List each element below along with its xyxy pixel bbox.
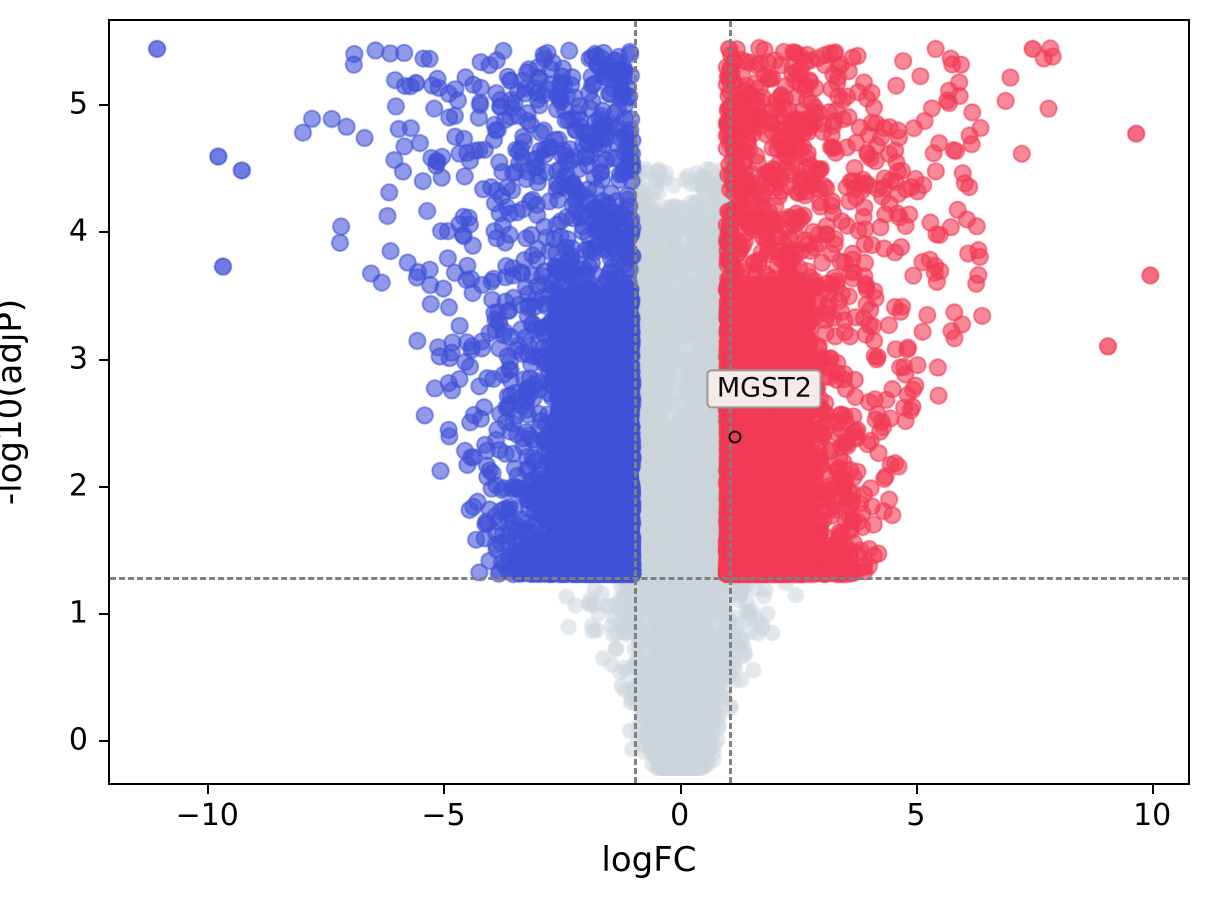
- plot-axes-frame: MGST2: [108, 19, 1190, 785]
- y-tick-label: 0: [68, 722, 88, 758]
- highlighted-gene-marker[interactable]: [728, 430, 742, 444]
- x-tick-mark: [1152, 785, 1155, 794]
- y-tick-mark: [99, 485, 108, 488]
- x-tick-mark: [207, 785, 210, 794]
- y-tick-mark: [99, 613, 108, 616]
- y-tick-mark: [99, 231, 108, 234]
- y-tick-label: 2: [68, 468, 88, 504]
- x-tick-label: 10: [1133, 798, 1172, 833]
- y-tick-mark: [99, 358, 108, 361]
- y-tick-label: 3: [68, 341, 88, 377]
- y-tick-label: 1: [68, 595, 88, 631]
- x-tick-label: −10: [175, 798, 239, 833]
- x-tick-label: 0: [670, 798, 690, 833]
- x-tick-label: −5: [421, 798, 466, 833]
- x-tick-mark: [443, 785, 446, 794]
- y-tick-mark: [99, 740, 108, 743]
- gene-annotation-label[interactable]: MGST2: [706, 369, 822, 409]
- y-axis-label: -log10(adjP): [0, 298, 30, 506]
- pvalue-threshold-line: [110, 576, 1188, 580]
- logfc-threshold-line-left: [634, 21, 638, 783]
- x-tick-mark: [679, 785, 682, 794]
- y-tick-label: 5: [68, 86, 88, 122]
- x-tick-mark: [915, 785, 918, 794]
- scatter-points-canvas: [110, 21, 1188, 783]
- x-axis-label: logFC: [601, 840, 697, 880]
- x-tick-label: 5: [906, 798, 926, 833]
- y-tick-label: 4: [68, 213, 88, 249]
- y-tick-mark: [99, 104, 108, 107]
